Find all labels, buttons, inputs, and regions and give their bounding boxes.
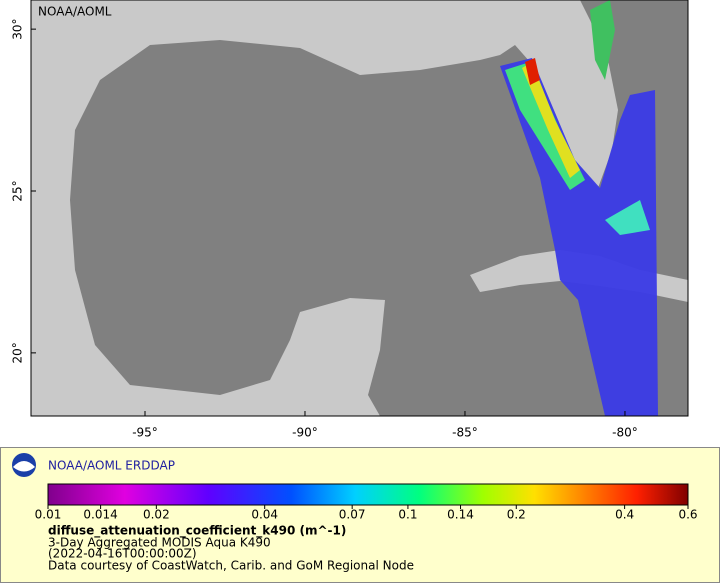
colorbar-tick-label: 0.014 [83,508,117,522]
swath-east [590,0,615,80]
colorbar-tick-label: 0.01 [35,508,62,522]
map-title: NOAA/AOML [38,5,112,19]
x-tick-label: -85° [452,426,478,440]
colorbar-tick-label: 0.6 [678,508,697,522]
colorbar-tick-label: 0.14 [447,508,474,522]
map-frame [30,0,689,417]
legend-line: (2022-04-16T00:00:00Z) [48,547,197,561]
swath-red [525,58,540,85]
colorbar-tick-label: 0.04 [251,508,278,522]
legend: NOAA/AOML ERDDAP diffuse_attenuation_coe… [0,447,720,583]
logo-bird [13,461,35,472]
x-tick-label: -80° [612,426,638,440]
legend-line: Data courtesy of CoastWatch, Carib. and … [48,559,414,573]
legend-line: 3-Day Aggregated MODIS Aqua K490 [48,536,271,550]
colorbar-tick-label: 0.02 [143,508,170,522]
legend-title: NOAA/AOML ERDDAP [48,459,175,473]
x-tick-label: -90° [292,426,318,440]
colorbar [47,483,689,506]
swath-yellow [522,62,580,178]
legend-box [0,447,720,583]
colorbar-tick-label: 0.2 [507,508,526,522]
colorbar-tick-label: 0.1 [398,508,417,522]
swath-blue [500,58,658,416]
map: NOAA/AOML [30,0,689,417]
swath-cyan [605,200,650,235]
y-tick-label: 25° [11,180,25,201]
variable-name: diffuse_attenuation_coefficient_k490 (m^… [48,524,346,539]
y-tick-label: 30° [11,18,25,39]
colorbar-tick-label: 0.07 [339,508,366,522]
colorbar-tick-label: 0.4 [615,508,634,522]
y-tick-label: 20° [11,342,25,363]
x-tick-label: -95° [132,426,158,440]
